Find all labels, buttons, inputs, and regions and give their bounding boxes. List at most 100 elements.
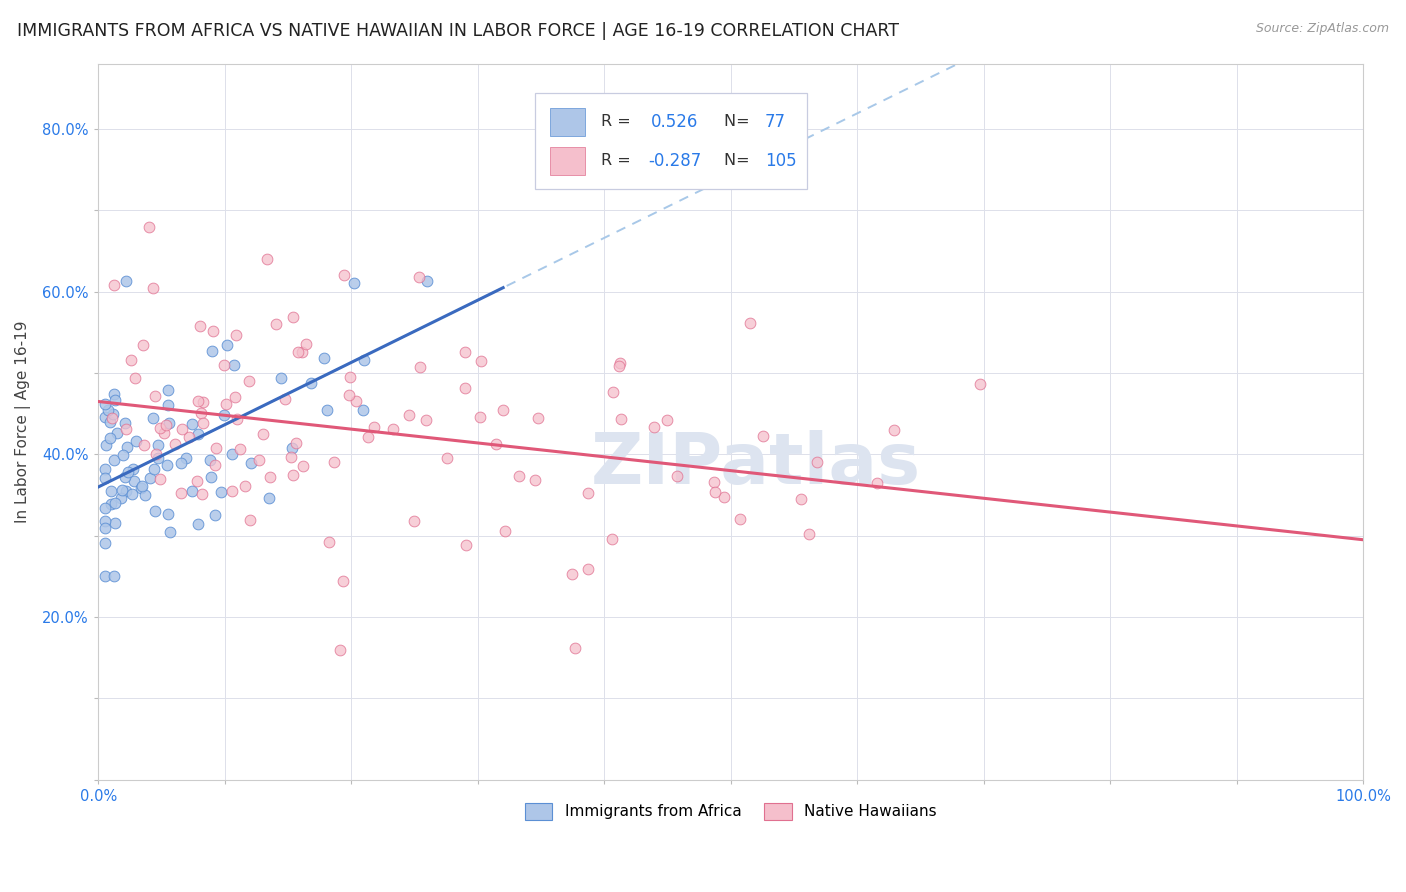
FancyBboxPatch shape [534,93,807,189]
Point [120,352,142,367]
Point [602,384,624,399]
Point [103,453,125,467]
Point [484,437,506,451]
Point [104,516,127,531]
Point [131,338,153,352]
Point [200,453,222,467]
Point [149,471,172,485]
Point [353,403,375,417]
Point [138,219,160,234]
Point [281,468,304,483]
Point [728,511,751,525]
Point [436,451,458,466]
Point [111,483,134,497]
Point [292,459,315,474]
Point [104,496,127,510]
Point [266,317,288,331]
Point [344,393,367,408]
Point [969,376,991,391]
Point [205,441,228,455]
Point [190,406,212,420]
Point [115,483,138,498]
Point [866,476,889,491]
Point [159,525,181,540]
Point [112,448,135,462]
Point [100,497,122,511]
Point [145,446,167,460]
Point [121,487,143,501]
Text: Source: ZipAtlas.com: Source: ZipAtlas.com [1256,22,1389,36]
Point [704,485,727,500]
Point [240,456,263,470]
Point [115,440,138,454]
Point [97,402,120,417]
Point [101,407,124,421]
Point [143,504,166,518]
Point [357,430,380,444]
Point [576,485,599,500]
Point [115,422,138,436]
Point [193,416,215,430]
Point [202,324,225,338]
Point [98,431,121,445]
Point [115,274,138,288]
Point [287,344,309,359]
Point [222,358,245,372]
Point [666,469,689,483]
Text: R =: R = [600,153,636,169]
Point [790,492,813,507]
Point [186,475,208,489]
Point [117,465,139,479]
Point [285,436,308,450]
Text: -0.287: -0.287 [648,152,702,170]
Point [332,268,354,283]
Point [564,640,586,655]
Point [187,516,209,531]
Point [225,328,247,343]
Point [94,462,117,476]
Point [299,376,322,391]
Point [610,411,633,425]
Point [713,490,735,504]
Point [94,501,117,516]
Point [180,484,202,499]
Point [142,281,165,295]
Point [131,479,153,493]
Point [226,412,249,426]
Point [94,521,117,535]
Point [190,319,212,334]
Legend: Immigrants from Africa, Native Hawaiians: Immigrants from Africa, Native Hawaiians [519,797,943,826]
Point [402,515,425,529]
Point [738,316,761,330]
Point [576,562,599,576]
Point [122,462,145,476]
Point [156,383,179,397]
Point [190,487,212,501]
Point [215,337,238,351]
Point [212,358,235,372]
Text: 105: 105 [765,152,797,170]
Point [281,310,304,324]
Point [105,425,128,440]
Point [146,451,169,466]
Point [363,420,385,434]
Point [751,428,773,442]
Point [200,470,222,484]
Point [600,532,623,546]
Point [221,483,243,498]
Point [204,458,226,472]
Point [186,393,208,408]
Point [295,337,318,351]
Point [270,370,292,384]
Text: R =: R = [600,114,636,129]
FancyBboxPatch shape [550,147,585,175]
Point [883,423,905,437]
Point [103,277,125,292]
Point [281,441,304,455]
Text: 77: 77 [765,112,786,130]
Point [468,410,491,425]
Point [239,513,262,527]
Point [170,456,193,470]
Point [408,270,430,285]
Point [155,418,177,433]
